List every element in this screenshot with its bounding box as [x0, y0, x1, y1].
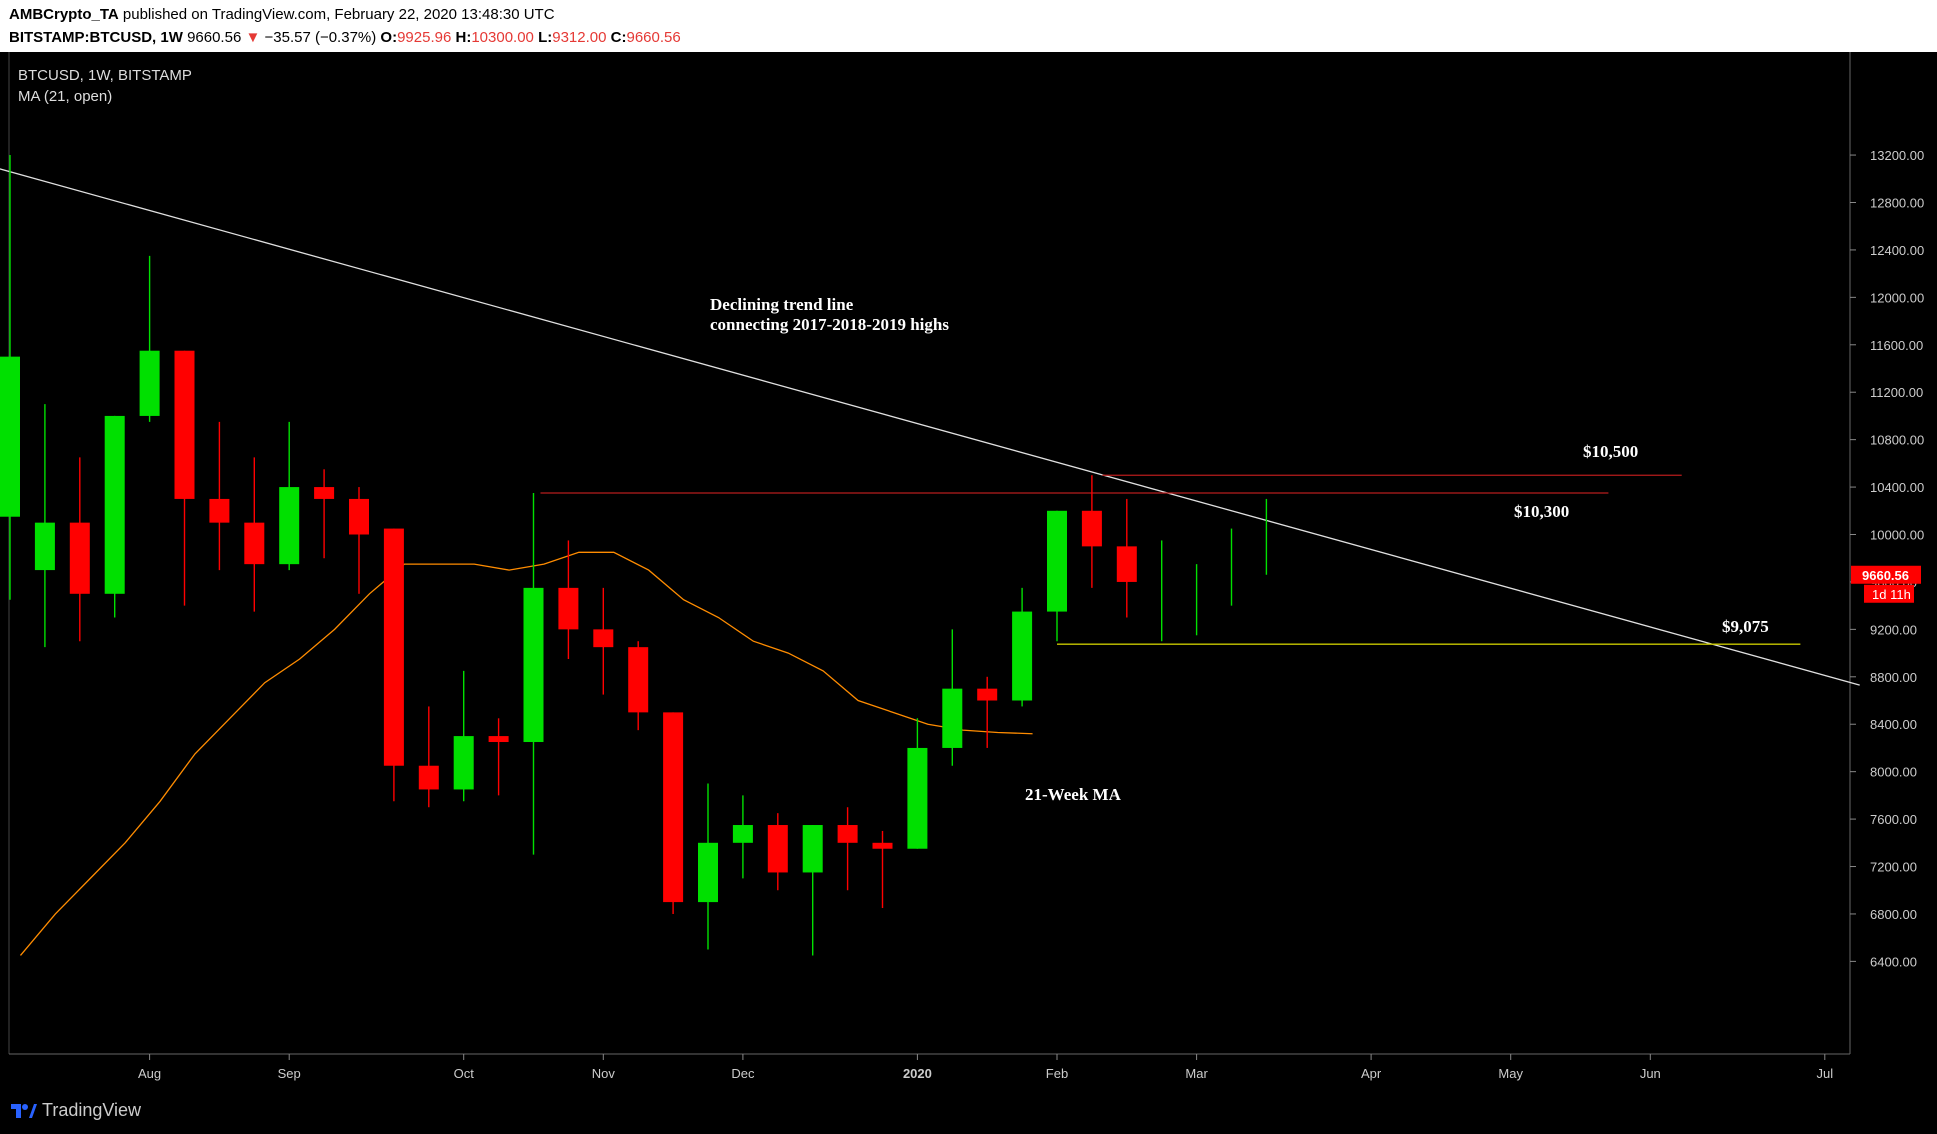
x-tick-label: Dec [731, 1066, 755, 1081]
footer [0, 1088, 1937, 1134]
price-level-label: $10,300 [1514, 502, 1569, 521]
candle-body [174, 350, 195, 499]
ma-annotation-label: 21-Week MA [1025, 785, 1122, 804]
x-tick-label: Aug [138, 1066, 161, 1081]
candle-body [663, 712, 684, 903]
candle-body [69, 522, 90, 594]
candle-body [209, 498, 230, 523]
symbol-label: BITSTAMP:BTCUSD, 1W [9, 29, 183, 46]
candle-body [942, 688, 963, 748]
candle-body [383, 528, 404, 766]
candle-body [907, 747, 928, 849]
candle-body [698, 842, 718, 903]
y-tick-label: 13200.00 [1870, 148, 1924, 163]
last-price-tag [1851, 565, 1921, 584]
low-value: 9312.00 [552, 29, 607, 46]
y-tick-label: 10800.00 [1870, 433, 1924, 448]
candle-body [244, 522, 265, 565]
y-tick-label: 11200.00 [1870, 385, 1923, 400]
x-tick-label: Jul [1816, 1066, 1833, 1081]
y-tick-label: 8000.00 [1870, 765, 1917, 780]
close-label: C: [610, 29, 627, 46]
open-label: O: [380, 29, 398, 46]
ma-indicator-legend[interactable]: MA (21, open) [18, 88, 113, 105]
candle-body [418, 765, 439, 790]
x-tick-label: Mar [1185, 1066, 1208, 1081]
trend-line-label-1: Declining trend line [710, 295, 854, 314]
y-tick-label: 12000.00 [1870, 290, 1924, 305]
y-tick-label: 6400.00 [1870, 954, 1917, 969]
price-change: −35.57 (−0.37%) [264, 29, 377, 46]
candle-body [1081, 510, 1102, 547]
candle-body [349, 498, 369, 535]
price-chart[interactable]: 6400.00 6800.00 7200.00 7600.00 8000.00 8400.… [0, 52, 1937, 1088]
x-tick-label: Apr [1361, 1066, 1382, 1081]
low-label: L: [538, 29, 553, 46]
tradingview-brand[interactable]: TradingView [42, 1100, 142, 1120]
x-tick-label: Sep [278, 1066, 301, 1081]
y-tick-label: 7600.00 [1870, 812, 1917, 827]
y-tick-label: 9200.00 [1870, 622, 1917, 637]
chart-symbol-legend[interactable]: BTCUSD, 1W, BITSTAMP [18, 67, 192, 84]
last-price-tag-text: 9660.56 [1862, 568, 1909, 583]
x-tick-label: Jun [1640, 1066, 1661, 1081]
x-tick-label: Feb [1046, 1066, 1068, 1081]
declining-trend-line [0, 168, 1860, 686]
candle-body [872, 842, 893, 849]
high-value: 10300.00 [471, 29, 534, 46]
author-name[interactable]: AMBCrypto_TA [9, 6, 119, 23]
chart-header: AMBCrypto_TA published on TradingView.co… [0, 0, 1937, 52]
candle-body [593, 629, 614, 648]
candle-body [558, 587, 579, 630]
open-value: 9925.96 [397, 29, 452, 46]
publish-line: AMBCrypto_TA published on TradingView.co… [9, 6, 555, 23]
price-level-label: $10,500 [1583, 442, 1638, 461]
y-tick-label: 12800.00 [1870, 195, 1924, 210]
candle-body [34, 522, 55, 571]
candle-body [523, 587, 544, 743]
candle-body [1047, 510, 1067, 612]
candle-body [837, 825, 858, 843]
y-tick-label: 6800.00 [1870, 907, 1917, 922]
countdown-tag [1864, 584, 1914, 603]
y-tick-label: 12400.00 [1870, 243, 1924, 258]
candle-body [802, 825, 823, 873]
chart-background [0, 52, 1937, 1088]
candle-body [1012, 611, 1033, 701]
candle-body [453, 736, 474, 790]
candle-body [732, 825, 753, 843]
tradingview-logo-icon[interactable] [9, 1100, 37, 1120]
candle-body [977, 688, 998, 701]
candle-body [0, 356, 20, 517]
countdown-tag-text: 1d 11h [1872, 587, 1911, 602]
candle-body [139, 350, 160, 416]
close-value: 9660.56 [626, 29, 681, 46]
trend-line-label-2: connecting 2017-2018-2019 highs [710, 315, 949, 334]
down-arrow-icon: ▼ [245, 29, 261, 46]
y-tick-label: 11600.00 [1870, 338, 1923, 353]
moving-average-line [19, 551, 1033, 956]
y-tick-label: 10400.00 [1870, 480, 1924, 495]
x-tick-label: May [1498, 1066, 1523, 1081]
y-tick-label: 8800.00 [1870, 670, 1917, 685]
y-tick-label: 7200.00 [1870, 860, 1917, 875]
candle-body [1116, 546, 1137, 582]
candle-body [279, 487, 300, 565]
price-level-label: $9,075 [1722, 617, 1769, 636]
last-price: 9660.56 [187, 29, 242, 46]
candle-body [488, 736, 509, 743]
x-tick-label: 2020 [903, 1066, 932, 1081]
published-text: published on TradingView.com, February 2… [122, 6, 555, 23]
candle-body [104, 415, 125, 594]
high-label: H: [455, 29, 472, 46]
candle-body [628, 647, 649, 713]
y-tick-label: 8400.00 [1870, 717, 1917, 732]
candle-body [314, 487, 335, 499]
candle-body [767, 825, 788, 873]
x-tick-label: Oct [454, 1066, 475, 1081]
x-tick-label: Nov [592, 1066, 616, 1081]
y-tick-label: 10000.00 [1870, 528, 1924, 543]
quote-line: BITSTAMP:BTCUSD, 1W 9660.56 ▼ −35.57 (−0… [9, 29, 681, 46]
